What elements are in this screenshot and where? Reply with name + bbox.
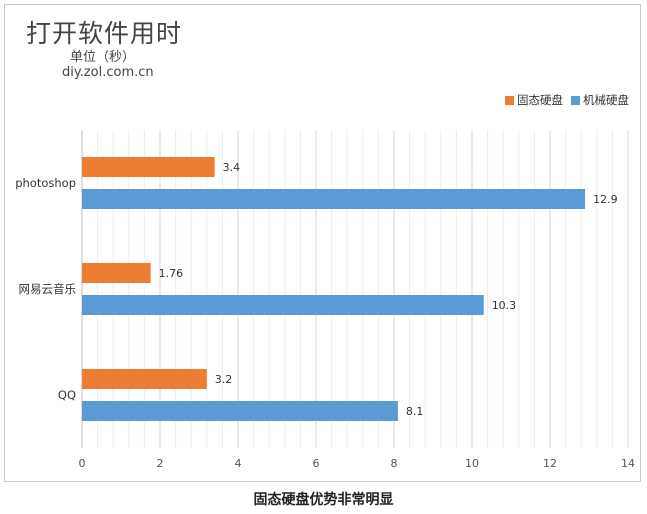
legend-item-ssd: 固态硬盘	[505, 92, 563, 108]
x-tick-label: 8	[391, 457, 398, 470]
data-label: 8.1	[406, 405, 424, 418]
x-tick-label: 12	[543, 457, 557, 470]
x-tick-label: 10	[465, 457, 479, 470]
x-tick-label: 2	[157, 457, 164, 470]
x-tick-label: 14	[621, 457, 635, 470]
data-label: 12.9	[593, 193, 618, 206]
data-label: 10.3	[492, 299, 517, 312]
legend-label-hdd: 机械硬盘	[583, 93, 629, 107]
legend-swatch-hdd	[571, 95, 580, 105]
legend-label-ssd: 固态硬盘	[517, 93, 563, 107]
x-tick-label: 6	[313, 457, 320, 470]
legend-item-hdd: 机械硬盘	[571, 92, 629, 108]
unit-label: 单位（秒）	[70, 50, 136, 65]
bar-hdd	[82, 189, 586, 209]
legend: 固态硬盘 机械硬盘	[505, 92, 629, 108]
source-label: diy.zol.com.cn	[62, 65, 154, 80]
bar-ssd	[82, 263, 151, 283]
x-tick-label: 4	[235, 457, 242, 470]
chart-caption: 固态硬盘优势非常明显	[253, 492, 394, 508]
category-label: photoshop	[15, 176, 76, 190]
x-tick-label: 0	[79, 457, 86, 470]
legend-swatch-ssd	[505, 95, 514, 105]
data-label: 1.76	[159, 267, 184, 280]
bar-ssd	[82, 369, 207, 389]
category-label: QQ	[58, 388, 76, 402]
chart-title: 打开软件用时	[26, 19, 183, 48]
data-label: 3.4	[223, 161, 241, 174]
data-label: 3.2	[215, 373, 233, 386]
category-label: 网易云音乐	[19, 282, 77, 296]
bar-ssd	[82, 157, 215, 177]
bar-hdd	[82, 401, 398, 421]
bar-hdd	[82, 295, 484, 315]
